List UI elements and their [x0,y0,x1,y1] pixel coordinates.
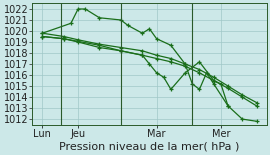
X-axis label: Pression niveau de la mer( hPa ): Pression niveau de la mer( hPa ) [59,142,240,152]
